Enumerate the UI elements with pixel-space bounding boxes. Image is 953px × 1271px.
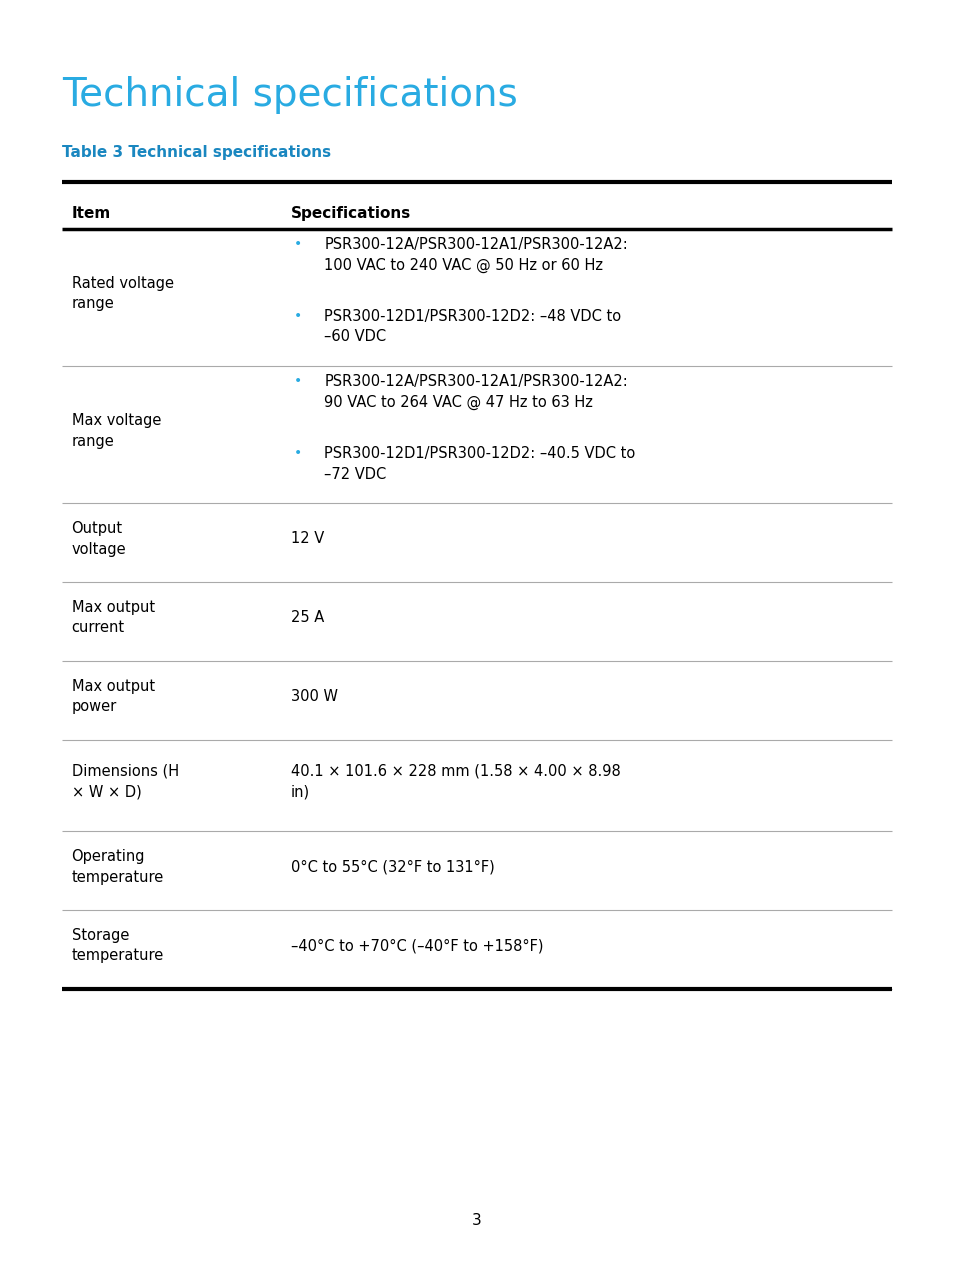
Text: Max output
power: Max output power (71, 679, 154, 714)
Text: PSR300-12D1/PSR300-12D2: –40.5 VDC to
–72 VDC: PSR300-12D1/PSR300-12D2: –40.5 VDC to –7… (324, 446, 635, 482)
Text: •: • (294, 236, 302, 250)
Text: –40°C to +70°C (–40°F to +158°F): –40°C to +70°C (–40°F to +158°F) (291, 938, 543, 953)
Text: •: • (294, 446, 302, 460)
Text: Rated voltage
range: Rated voltage range (71, 276, 173, 311)
Text: Specifications: Specifications (291, 206, 411, 221)
Text: 0°C to 55°C (32°F to 131°F): 0°C to 55°C (32°F to 131°F) (291, 859, 495, 874)
Text: Technical specifications: Technical specifications (62, 76, 517, 114)
Text: Item: Item (71, 206, 111, 221)
Text: •: • (294, 309, 302, 323)
Text: 300 W: 300 W (291, 689, 337, 704)
Text: 40.1 × 101.6 × 228 mm (1.58 × 4.00 × 8.98
in): 40.1 × 101.6 × 228 mm (1.58 × 4.00 × 8.9… (291, 764, 620, 799)
Text: 25 A: 25 A (291, 610, 324, 625)
Text: Dimensions (H
× W × D): Dimensions (H × W × D) (71, 764, 178, 799)
Text: PSR300-12D1/PSR300-12D2: –48 VDC to
–60 VDC: PSR300-12D1/PSR300-12D2: –48 VDC to –60 … (324, 309, 620, 344)
Text: Table 3 Technical specifications: Table 3 Technical specifications (62, 145, 331, 160)
Text: 3: 3 (472, 1213, 481, 1228)
Text: PSR300-12A/PSR300-12A1/PSR300-12A2:
90 VAC to 264 VAC @ 47 Hz to 63 Hz: PSR300-12A/PSR300-12A1/PSR300-12A2: 90 V… (324, 374, 627, 409)
Text: PSR300-12A/PSR300-12A1/PSR300-12A2:
100 VAC to 240 VAC @ 50 Hz or 60 Hz: PSR300-12A/PSR300-12A1/PSR300-12A2: 100 … (324, 236, 627, 272)
Text: Operating
temperature: Operating temperature (71, 849, 164, 885)
Text: Storage
temperature: Storage temperature (71, 928, 164, 963)
Text: Max voltage
range: Max voltage range (71, 413, 161, 449)
Text: Output
voltage: Output voltage (71, 521, 126, 557)
Text: Max output
current: Max output current (71, 600, 154, 636)
Text: •: • (294, 374, 302, 388)
Text: 12 V: 12 V (291, 531, 324, 547)
